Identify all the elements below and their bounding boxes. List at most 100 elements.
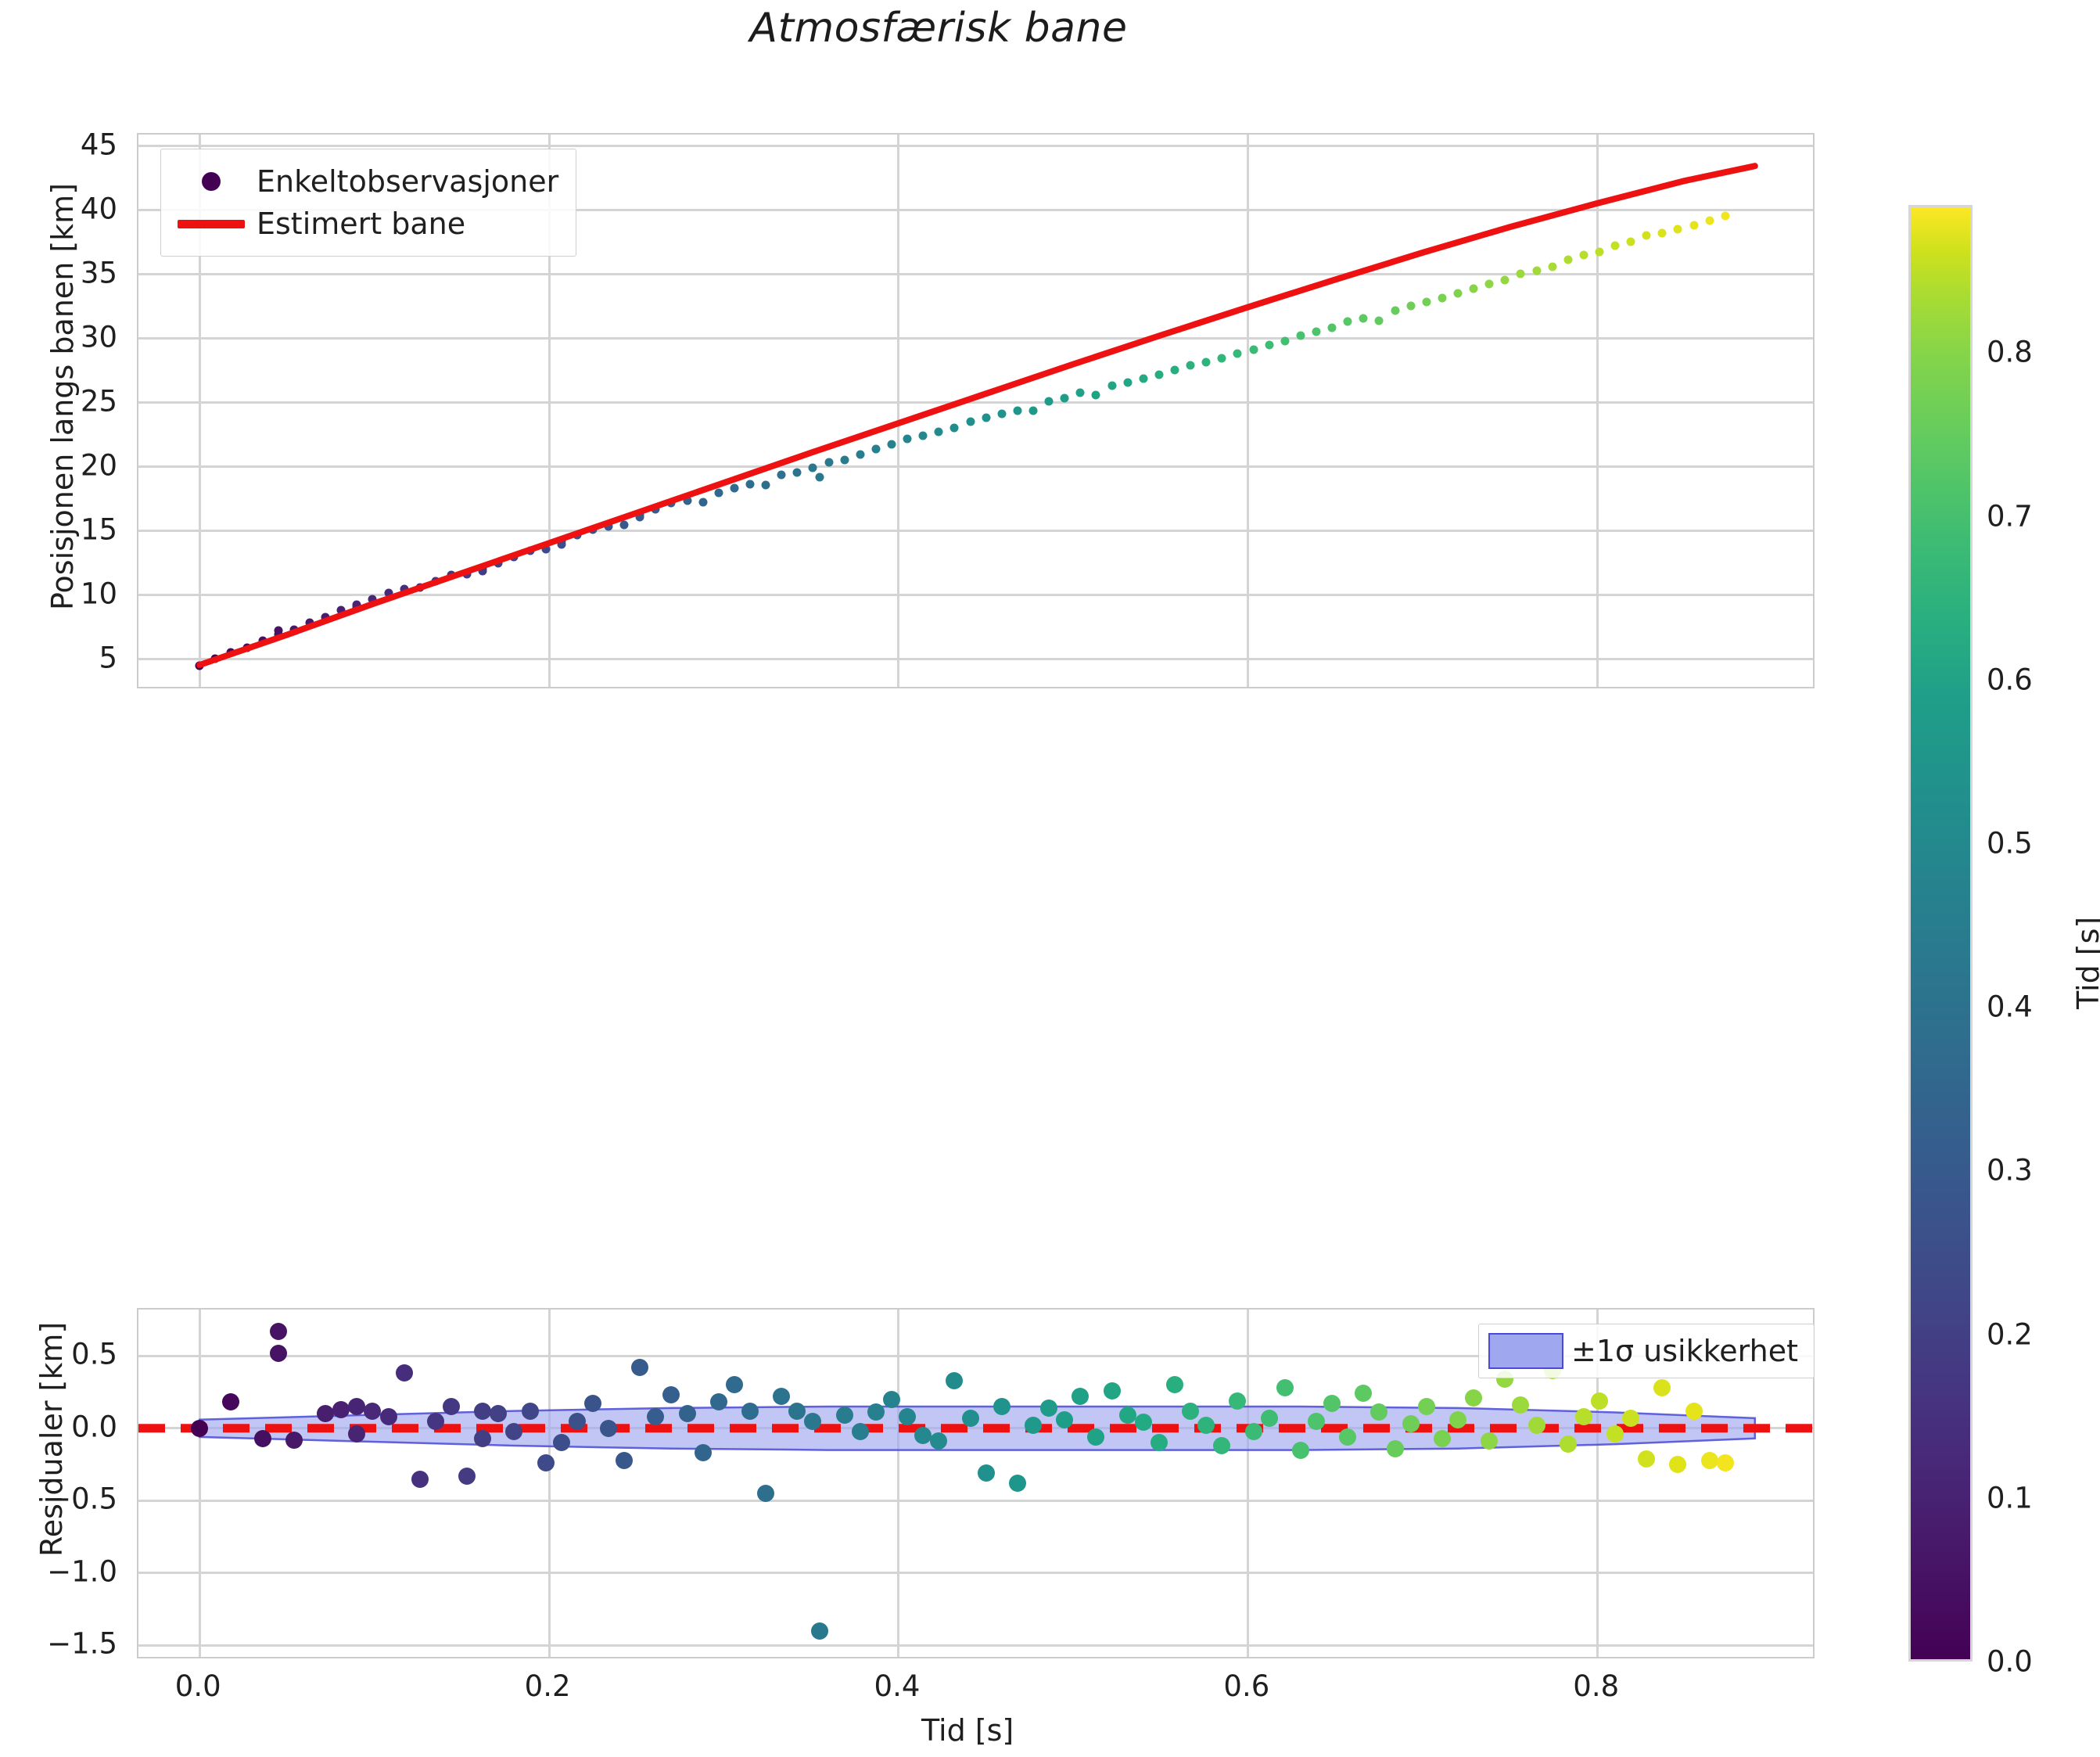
colorbar-tick-label: 0.4: [1987, 990, 2033, 1024]
residual-point: [568, 1412, 586, 1430]
residual-point: [788, 1402, 806, 1420]
x-tick-label: 0.4: [874, 1669, 921, 1703]
data-point: [1626, 237, 1635, 246]
residual-point: [1638, 1450, 1656, 1468]
residual-point: [474, 1429, 492, 1447]
residual-point: [678, 1405, 696, 1423]
residual-point: [851, 1422, 869, 1440]
residual-point: [1339, 1428, 1357, 1446]
data-point: [1642, 231, 1651, 240]
data-point: [1391, 306, 1400, 315]
data-point: [666, 498, 676, 508]
residual-point: [332, 1400, 350, 1418]
data-point: [1265, 340, 1274, 350]
residual-point: [773, 1388, 791, 1406]
residual-point: [946, 1371, 964, 1389]
data-point: [966, 417, 975, 426]
residual-point: [583, 1395, 601, 1413]
residual-legend: ±1σ usikkerhet: [1478, 1324, 1815, 1378]
residual-point: [1527, 1417, 1545, 1435]
main-y-tick-label: 10: [80, 577, 117, 611]
main-y-tick-label: 25: [80, 384, 117, 419]
red-line-icon: [174, 219, 249, 228]
residual-point: [505, 1422, 523, 1440]
gridline-horizontal: [138, 273, 1813, 276]
data-point: [210, 654, 220, 663]
data-point: [195, 661, 204, 670]
residual-point: [1103, 1382, 1121, 1399]
data-point: [1610, 241, 1620, 250]
main-y-tick-label: 20: [80, 448, 117, 483]
data-point: [1500, 275, 1509, 285]
data-point: [1579, 250, 1588, 260]
residual-point: [977, 1464, 995, 1482]
data-point: [242, 643, 252, 652]
data-point: [289, 625, 299, 634]
gridline-horizontal: [138, 658, 1813, 661]
data-point: [840, 455, 849, 465]
residual-point: [1025, 1417, 1042, 1435]
residual-point: [269, 1322, 287, 1340]
residual-point: [348, 1398, 366, 1416]
x-tick-label: 0.2: [524, 1669, 571, 1703]
figure-title: Atmosfærisk bane: [749, 5, 1128, 52]
data-point: [509, 552, 519, 562]
main-y-tick-label: 35: [80, 256, 117, 290]
residual-point: [741, 1402, 759, 1420]
data-point: [1406, 301, 1416, 311]
residual-point: [835, 1407, 853, 1425]
data-point: [447, 570, 456, 580]
residual-y-tick-label: −0.5: [47, 1482, 117, 1516]
residual-point: [395, 1364, 413, 1382]
data-point: [856, 450, 865, 459]
data-point: [1201, 358, 1211, 367]
data-point: [1280, 336, 1290, 346]
data-point: [1721, 211, 1730, 221]
data-point: [541, 544, 551, 554]
gridline-vertical: [897, 135, 900, 687]
residual-point: [1355, 1385, 1373, 1403]
data-point: [368, 595, 377, 604]
residual-point: [1276, 1378, 1294, 1396]
colorbar-tick-label: 0.1: [1987, 1481, 2033, 1515]
data-point: [808, 463, 817, 472]
data-point: [415, 583, 425, 592]
residual-point: [883, 1390, 901, 1408]
data-point: [1563, 255, 1573, 264]
data-point: [478, 564, 487, 573]
data-point: [431, 577, 440, 586]
residual-point: [1118, 1407, 1136, 1425]
data-point: [1060, 393, 1069, 403]
data-point: [1013, 406, 1022, 415]
residual-point: [458, 1467, 476, 1485]
data-point: [1107, 381, 1117, 390]
residual-point: [1150, 1434, 1168, 1452]
gridline-horizontal: [138, 145, 1813, 148]
data-point: [1705, 216, 1714, 225]
residual-point: [1213, 1437, 1231, 1455]
residual-point: [474, 1402, 492, 1420]
residual-point: [725, 1376, 743, 1394]
colorbar-title: Tid [s]: [2071, 916, 2100, 1009]
data-point: [305, 618, 314, 627]
legend-label-sigma-band: ±1σ usikkerhet: [1571, 1334, 1798, 1368]
data-point: [1028, 406, 1038, 415]
residual-point: [930, 1432, 948, 1450]
data-point: [1154, 370, 1164, 379]
residual-point: [269, 1344, 287, 1362]
gridline-horizontal: [138, 594, 1813, 597]
residual-point: [1040, 1399, 1058, 1417]
data-point: [352, 602, 361, 612]
residual-point: [537, 1454, 555, 1472]
residual-point: [914, 1427, 932, 1445]
gridline-vertical: [1247, 135, 1250, 687]
data-point: [1469, 284, 1478, 293]
residual-point: [317, 1405, 335, 1423]
data-point: [604, 522, 613, 531]
data-point: [226, 648, 235, 657]
residual-point: [1134, 1414, 1152, 1432]
data-point: [1075, 388, 1085, 397]
residual-point: [993, 1398, 1011, 1416]
residual-point: [1229, 1392, 1247, 1410]
legend-label-fit: Estimert bane: [257, 207, 466, 241]
